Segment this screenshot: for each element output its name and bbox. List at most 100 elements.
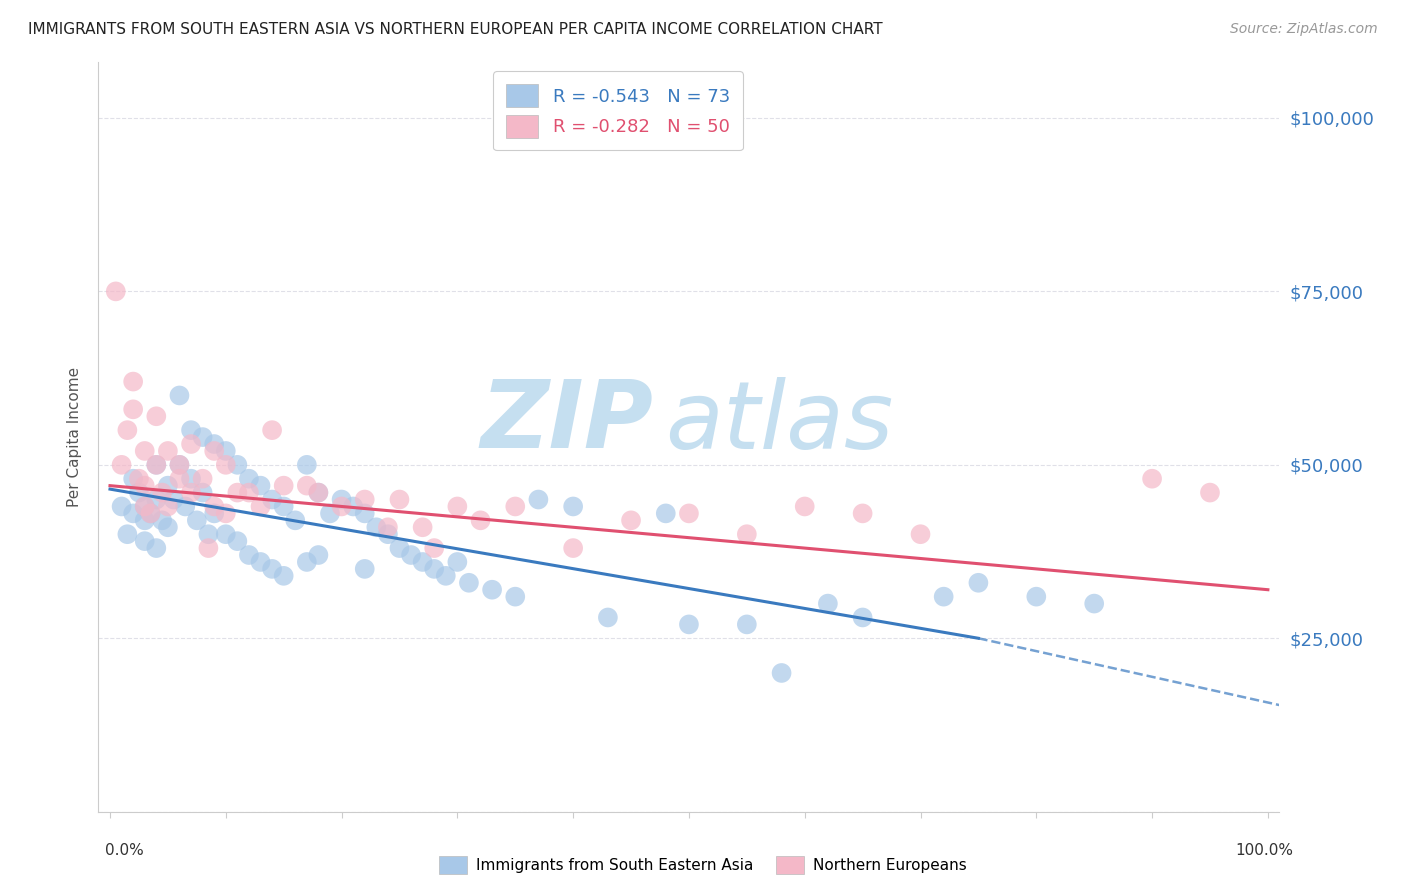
Text: ZIP: ZIP — [481, 376, 654, 468]
Point — [238, 548, 260, 562]
Legend: R = -0.543   N = 73, R = -0.282   N = 50: R = -0.543 N = 73, R = -0.282 N = 50 — [494, 71, 742, 151]
Point — [169, 472, 191, 486]
Point — [353, 492, 375, 507]
Point — [423, 541, 446, 555]
Point — [817, 597, 839, 611]
Point — [197, 527, 219, 541]
Point — [122, 472, 145, 486]
Point — [793, 500, 815, 514]
Point — [186, 513, 208, 527]
Point — [215, 458, 238, 472]
Point — [134, 478, 156, 492]
Point — [156, 444, 179, 458]
Point — [215, 444, 238, 458]
Point — [377, 527, 399, 541]
Point — [174, 500, 197, 514]
Point — [128, 485, 150, 500]
Point — [481, 582, 503, 597]
Point — [735, 617, 758, 632]
Point — [215, 527, 238, 541]
Point — [110, 458, 132, 472]
Point — [145, 458, 167, 472]
Text: IMMIGRANTS FROM SOUTH EASTERN ASIA VS NORTHERN EUROPEAN PER CAPITA INCOME CORREL: IMMIGRANTS FROM SOUTH EASTERN ASIA VS NO… — [28, 22, 883, 37]
Point — [307, 485, 329, 500]
Point — [104, 285, 127, 299]
Point — [128, 472, 150, 486]
Point — [503, 500, 526, 514]
Y-axis label: Per Capita Income: Per Capita Income — [66, 367, 82, 508]
Point — [262, 423, 284, 437]
Point — [150, 513, 173, 527]
Point — [117, 423, 139, 437]
Point — [262, 562, 284, 576]
Point — [295, 478, 318, 492]
Point — [145, 492, 167, 507]
Point — [967, 575, 990, 590]
Point — [134, 500, 156, 514]
Legend: Immigrants from South Eastern Asia, Northern Europeans: Immigrants from South Eastern Asia, Nort… — [433, 850, 973, 880]
Point — [122, 375, 145, 389]
Point — [562, 500, 585, 514]
Point — [226, 458, 249, 472]
Text: atlas: atlas — [665, 376, 894, 467]
Point — [412, 520, 434, 534]
Point — [330, 500, 353, 514]
Point — [295, 555, 318, 569]
Point — [226, 485, 249, 500]
Point — [470, 513, 492, 527]
Point — [678, 507, 700, 521]
Point — [770, 665, 793, 680]
Point — [180, 437, 202, 451]
Point — [215, 507, 238, 521]
Point — [202, 437, 225, 451]
Text: 0.0%: 0.0% — [105, 843, 145, 858]
Point — [226, 534, 249, 549]
Point — [620, 513, 643, 527]
Point — [446, 500, 468, 514]
Point — [910, 527, 932, 541]
Point — [134, 500, 156, 514]
Text: 100.0%: 100.0% — [1236, 843, 1294, 858]
Point — [262, 492, 284, 507]
Point — [180, 485, 202, 500]
Point — [527, 492, 550, 507]
Point — [353, 562, 375, 576]
Point — [446, 555, 468, 569]
Point — [134, 513, 156, 527]
Point — [1083, 597, 1105, 611]
Point — [249, 500, 271, 514]
Point — [197, 541, 219, 555]
Point — [307, 548, 329, 562]
Point — [319, 507, 342, 521]
Point — [145, 541, 167, 555]
Point — [596, 610, 619, 624]
Point — [735, 527, 758, 541]
Point — [139, 507, 162, 521]
Point — [238, 485, 260, 500]
Point — [163, 492, 186, 507]
Point — [1140, 472, 1163, 486]
Point — [202, 507, 225, 521]
Point — [503, 590, 526, 604]
Point — [145, 458, 167, 472]
Point — [202, 444, 225, 458]
Point — [852, 610, 875, 624]
Point — [150, 485, 173, 500]
Point — [284, 513, 307, 527]
Point — [562, 541, 585, 555]
Point — [191, 430, 214, 444]
Point — [1199, 485, 1222, 500]
Point — [156, 520, 179, 534]
Point — [655, 507, 678, 521]
Text: Source: ZipAtlas.com: Source: ZipAtlas.com — [1230, 22, 1378, 37]
Point — [458, 575, 481, 590]
Point — [342, 500, 364, 514]
Point — [169, 388, 191, 402]
Point — [412, 555, 434, 569]
Point — [156, 500, 179, 514]
Point — [273, 569, 295, 583]
Point — [273, 500, 295, 514]
Point — [852, 507, 875, 521]
Point — [169, 458, 191, 472]
Point — [156, 478, 179, 492]
